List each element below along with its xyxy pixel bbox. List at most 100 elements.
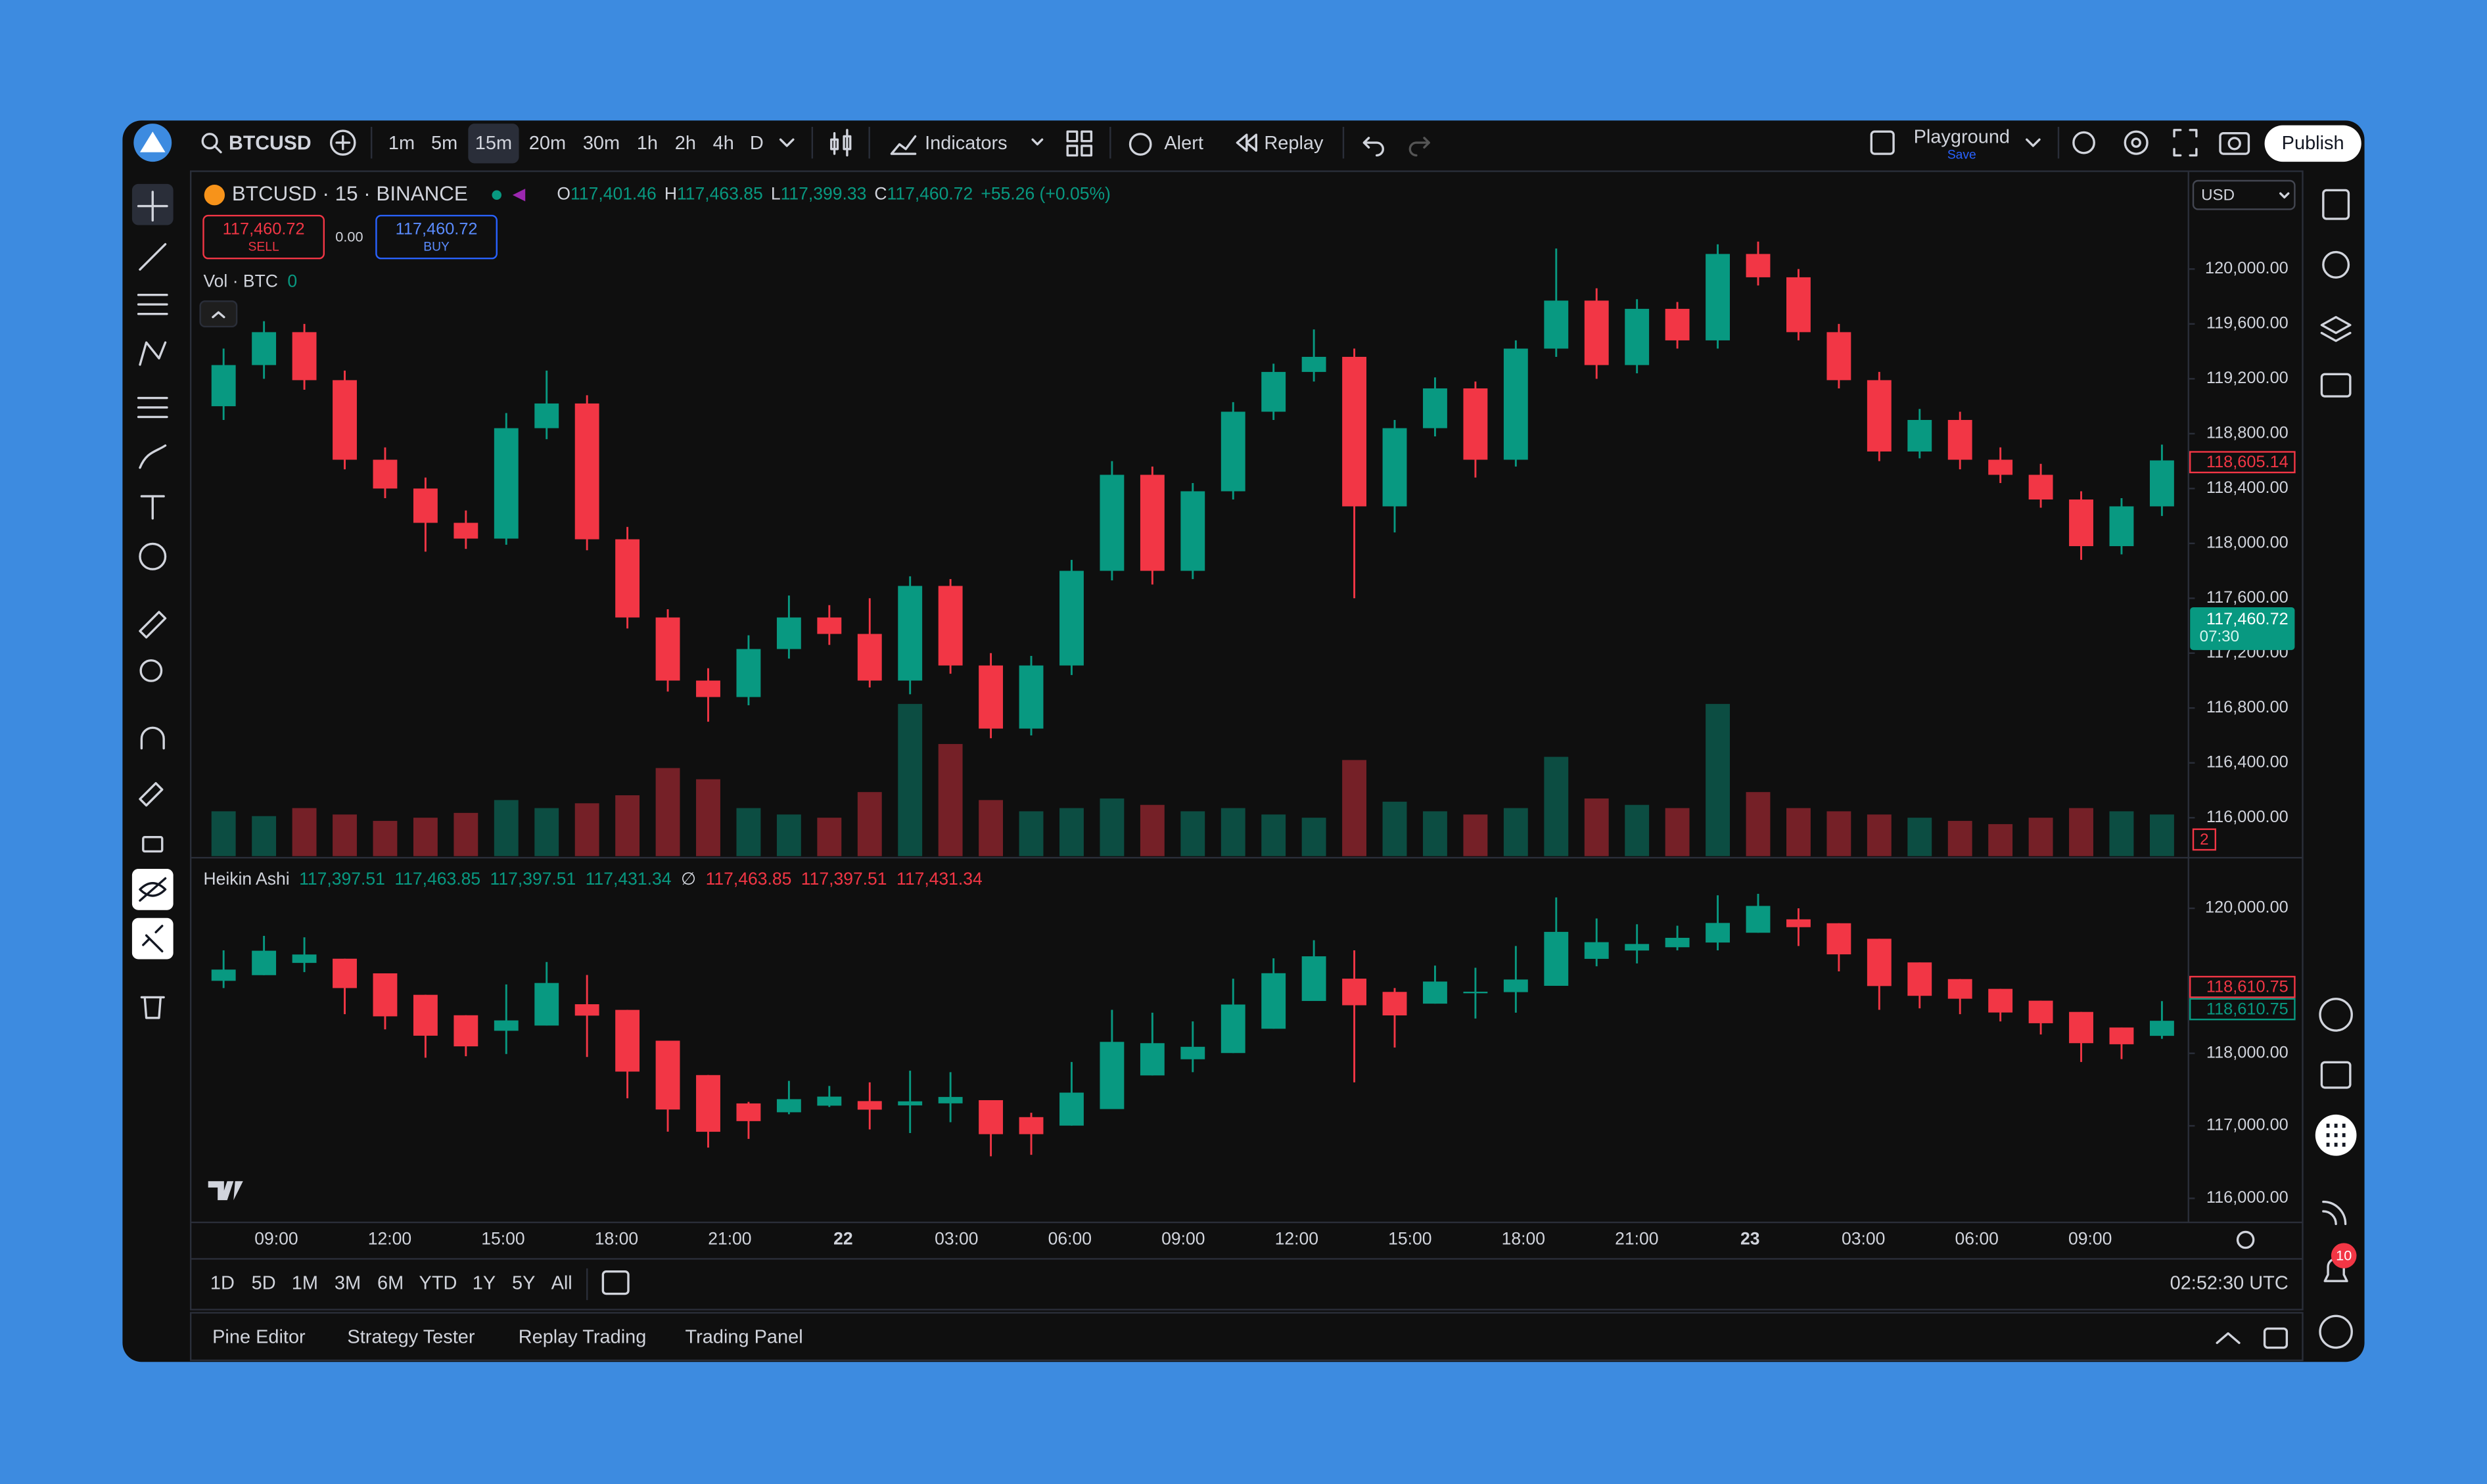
volume-bar <box>1544 756 1569 856</box>
timeframe[interactable]: 15m <box>475 133 512 154</box>
timeframe[interactable]: 2h <box>675 133 696 154</box>
panel-tab[interactable]: Strategy Tester <box>347 1327 475 1348</box>
current-price-label <box>2190 607 2295 651</box>
emoji-tool[interactable] <box>139 542 167 570</box>
trendline-tool[interactable] <box>139 243 167 271</box>
range-button[interactable]: 5Y <box>512 1273 535 1294</box>
volume-bar <box>453 812 478 856</box>
layout-name[interactable]: Playground <box>1914 127 2010 148</box>
alert-button[interactable]: Alert <box>1164 133 1203 154</box>
timeframe[interactable]: 4h <box>713 133 734 154</box>
y-tick-label: 118,800.00 <box>2206 424 2289 442</box>
snapshot[interactable] <box>2219 131 2250 155</box>
screener[interactable] <box>2319 998 2353 1032</box>
sell-label: SELL <box>248 240 279 254</box>
layout-icon[interactable] <box>1066 130 1093 157</box>
candle-body <box>857 634 882 681</box>
help[interactable] <box>2319 1314 2353 1349</box>
candle-body <box>2069 1011 2093 1044</box>
legend-value: 117,460.72 <box>887 184 973 204</box>
chart-type-icon[interactable] <box>830 129 852 157</box>
watchlist[interactable] <box>2322 189 2350 220</box>
panel-tab[interactable]: Pine Editor <box>212 1327 306 1348</box>
range-button[interactable]: 3M <box>335 1273 361 1294</box>
candle-body <box>1100 475 1125 571</box>
publish-button[interactable] <box>2264 125 2361 162</box>
legend-change: +55.26 (+0.05%) <box>981 184 1111 204</box>
panel-tab[interactable]: Replay Trading <box>519 1327 647 1348</box>
symbol[interactable]: BTCUSD <box>229 132 312 154</box>
timeframe[interactable]: 30m <box>583 133 620 154</box>
replay-button[interactable]: Replay <box>1264 133 1324 154</box>
buy-button[interactable] <box>375 214 498 260</box>
volume-bar <box>857 792 882 856</box>
candle-body <box>1947 979 1972 999</box>
undo[interactable] <box>1362 137 1384 157</box>
timeframe[interactable]: 1m <box>388 133 415 154</box>
volume-bar <box>1423 811 1447 856</box>
forecast-tool[interactable] <box>137 396 168 419</box>
chats[interactable] <box>2320 373 2352 398</box>
range-button[interactable]: 6M <box>377 1273 404 1294</box>
candle-body <box>1544 931 1569 986</box>
magnet-tool[interactable] <box>140 726 165 750</box>
candle-body <box>373 973 398 1017</box>
stay-drawing-tool[interactable] <box>139 782 164 807</box>
panel-maximize[interactable] <box>2263 1327 2289 1349</box>
fullscreen[interactable] <box>2173 129 2198 157</box>
alert-icon <box>1128 133 1152 156</box>
pattern-tool[interactable] <box>139 341 167 366</box>
panel-tab[interactable]: Trading Panel <box>686 1327 803 1348</box>
fib-tool[interactable] <box>137 294 168 315</box>
trash-tool[interactable] <box>140 996 165 1019</box>
range-button[interactable]: 1M <box>292 1273 318 1294</box>
brush-tool[interactable] <box>139 444 167 469</box>
timeframe[interactable]: D <box>750 133 764 154</box>
indicators-button[interactable]: Indicators <box>925 133 1007 154</box>
axis-settings[interactable] <box>2236 1230 2255 1249</box>
date-range-icon[interactable] <box>601 1270 630 1295</box>
timeframe[interactable]: 5m <box>431 133 457 154</box>
candle-body <box>1665 308 1690 340</box>
countdown: 07:30 <box>2200 628 2239 645</box>
timeframe[interactable]: 1h <box>637 133 658 154</box>
collapse-button[interactable] <box>199 300 238 328</box>
candle-body <box>494 428 519 539</box>
candle-body <box>1463 991 1488 994</box>
layout-status: Save <box>1947 149 1976 162</box>
calendar[interactable] <box>2320 1061 2352 1089</box>
legend-label: O <box>557 184 570 204</box>
dropdown[interactable] <box>2026 138 2041 147</box>
market-status <box>492 190 501 200</box>
text-tool[interactable] <box>140 495 165 520</box>
dropdown[interactable] <box>1031 138 1044 146</box>
layers[interactable] <box>2320 315 2352 342</box>
range-button[interactable]: YTD <box>419 1273 457 1294</box>
sync-tool[interactable] <box>131 917 174 960</box>
dropdown[interactable] <box>779 138 795 147</box>
compare-button[interactable] <box>329 129 356 156</box>
candle-body <box>333 958 357 988</box>
candle-body <box>1382 428 1407 507</box>
lock-tool[interactable] <box>142 836 164 853</box>
range-button[interactable]: 1Y <box>473 1273 496 1294</box>
timeframe[interactable]: 20m <box>529 133 566 154</box>
ha-value: 117,463.85 <box>394 869 480 889</box>
range-button[interactable]: 5D <box>252 1273 276 1294</box>
settings[interactable] <box>2124 130 2149 155</box>
x-tick-label: 09:00 <box>2068 1229 2112 1249</box>
stream[interactable] <box>2322 1200 2347 1226</box>
range-button[interactable]: All <box>551 1273 572 1294</box>
alerts[interactable] <box>2322 250 2350 279</box>
sell-button[interactable] <box>202 214 325 260</box>
ruler-tool[interactable] <box>139 611 167 639</box>
quick-search[interactable] <box>2072 131 2095 154</box>
zoom-tool[interactable] <box>139 659 163 682</box>
redo[interactable] <box>1408 137 1430 157</box>
ha-value: 117,431.34 <box>896 869 983 889</box>
layout-checkbox[interactable] <box>1870 130 1895 155</box>
candle-body <box>534 403 559 429</box>
panel-expand[interactable] <box>2216 1332 2241 1344</box>
currency-select[interactable] <box>2192 179 2296 210</box>
range-button[interactable]: 1D <box>210 1273 235 1294</box>
